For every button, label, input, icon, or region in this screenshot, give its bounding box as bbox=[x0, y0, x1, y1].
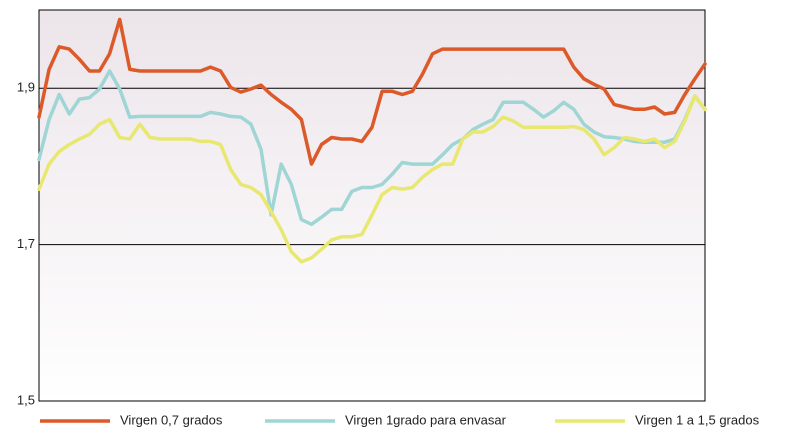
y-tick-label: 1,9 bbox=[17, 80, 35, 95]
series-line bbox=[37, 17, 707, 166]
plot-area bbox=[38, 9, 706, 402]
series-line bbox=[37, 69, 707, 227]
series-line bbox=[37, 94, 707, 264]
legend-label: Virgen 1grado para envasar bbox=[345, 412, 507, 427]
y-tick-label: 1,5 bbox=[17, 392, 35, 407]
legend-label: Virgen 0,7 grados bbox=[120, 412, 223, 427]
y-tick-label: 1,7 bbox=[17, 236, 35, 251]
legend-label: Virgen 1 a 1,5 grados bbox=[635, 412, 760, 427]
